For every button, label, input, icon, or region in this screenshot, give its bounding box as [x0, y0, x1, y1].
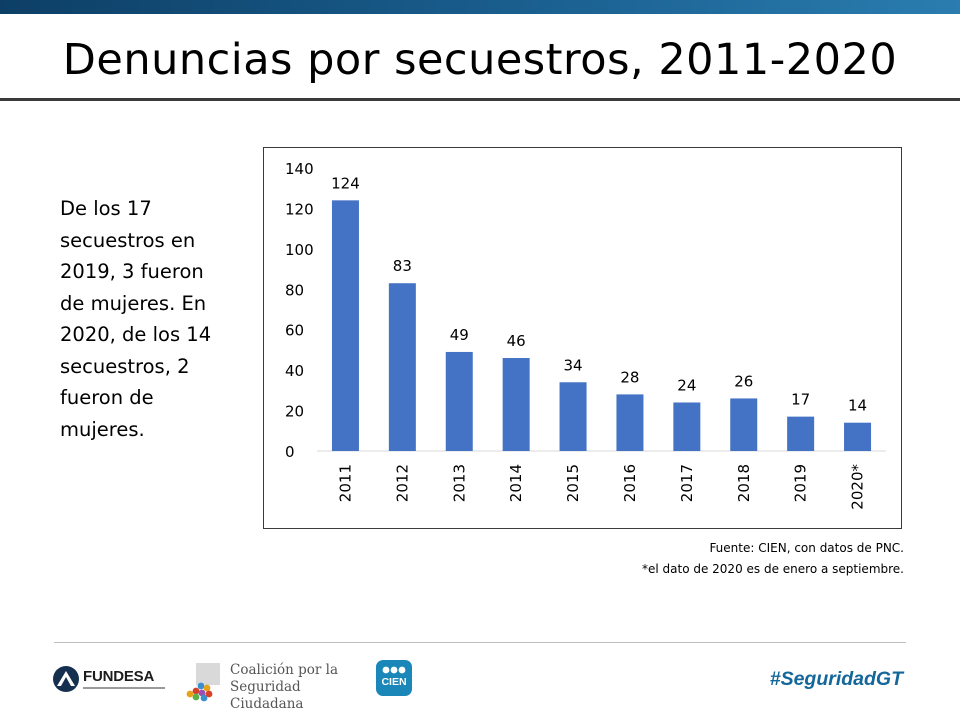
x-tick-label: 2013 — [450, 464, 468, 502]
y-tick-label: 140 — [285, 160, 314, 178]
x-tick-label: 2014 — [507, 464, 525, 502]
y-tick-label: 0 — [285, 443, 295, 461]
bar-2013 — [445, 351, 473, 451]
source-footnote: *el dato de 2020 es de enero a septiembr… — [641, 562, 904, 576]
data-label: 124 — [331, 174, 360, 192]
cien-logo: CIEN — [376, 660, 412, 696]
data-label: 49 — [450, 326, 469, 344]
cien-dots-icon — [382, 666, 406, 674]
bar-2019 — [787, 416, 815, 451]
y-tick-label: 40 — [285, 362, 304, 380]
fundesa-logo: FUNDESA — [52, 665, 170, 695]
bar-2012 — [388, 283, 416, 451]
data-label: 26 — [734, 372, 753, 390]
coalicion-mark-icon — [186, 663, 220, 702]
title-divider — [0, 98, 960, 101]
x-tick-label: 2017 — [678, 464, 696, 502]
source-line: Fuente: CIEN, con datos de PNC. — [709, 541, 904, 555]
fundesa-tagline — [83, 687, 165, 689]
top-color-band — [0, 0, 960, 14]
coalicion-name: Coalición por la Seguridad Ciudadana — [230, 662, 339, 712]
bar-2020* — [844, 422, 872, 451]
data-label: 34 — [564, 356, 583, 374]
x-tick-label: 2016 — [621, 464, 639, 502]
x-tick-label: 2020* — [849, 464, 867, 510]
bar-2015 — [559, 382, 587, 451]
x-tick-label: 2011 — [336, 464, 354, 502]
fundesa-mark-icon — [53, 666, 79, 692]
source-note: Fuente: CIEN, con datos de PNC. *el dato… — [642, 538, 904, 580]
x-tick-label: 2019 — [792, 464, 810, 502]
x-tick-label: 2015 — [564, 464, 582, 502]
footer-divider — [54, 642, 906, 643]
y-tick-label: 20 — [285, 403, 304, 421]
chart-frame: 0 20 40 60 80 100 120 140 124 2011 83 2012 49 2013 46 2… — [263, 147, 902, 529]
y-tick-label: 60 — [285, 322, 304, 340]
data-label: 28 — [620, 368, 639, 386]
data-label: 46 — [507, 332, 526, 350]
data-label: 17 — [791, 391, 810, 409]
fundesa-name: FUNDESA — [83, 668, 155, 685]
slide-title: Denuncias por secuestros, 2011-2020 — [62, 35, 898, 85]
y-tick-label: 80 — [285, 281, 304, 299]
bar-2018 — [730, 398, 758, 451]
bar-2016 — [616, 394, 644, 451]
x-tick-label: 2018 — [735, 464, 753, 502]
x-tick-label: 2012 — [393, 464, 411, 502]
data-label: 83 — [393, 257, 412, 275]
hashtag: #SeguridadGT — [769, 668, 903, 690]
bar-2014 — [502, 358, 530, 451]
bar-chart: 0 20 40 60 80 100 120 140 124 2011 83 2012 49 2013 46 2… — [285, 160, 886, 510]
bar-2011 — [331, 200, 359, 451]
cien-name: CIEN — [381, 676, 407, 688]
y-tick-label: 100 — [285, 241, 314, 259]
y-tick-label: 120 — [285, 200, 314, 218]
annotation-text: De los 17 secuestros en 2019, 3 fueron d… — [60, 197, 212, 441]
bar-2017 — [673, 402, 701, 451]
coalicion-logo: Coalición por la Seguridad Ciudadana — [182, 660, 362, 712]
data-label: 14 — [848, 397, 867, 415]
data-label: 24 — [677, 376, 696, 394]
